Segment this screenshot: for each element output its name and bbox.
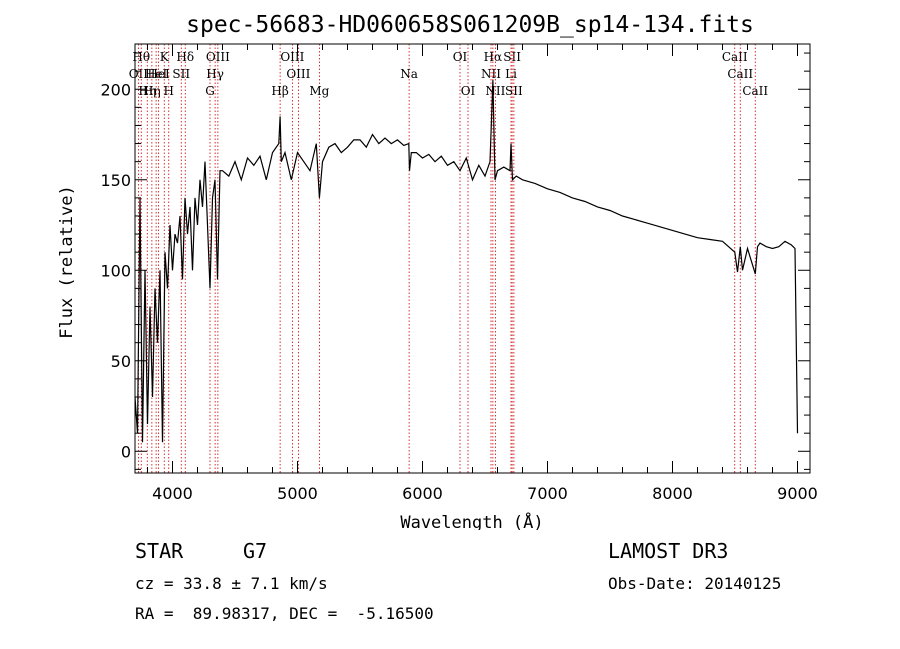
spectrum-chart: spec-56683-HD060658S061209B_sp14-134.fit…: [57, 12, 818, 530]
spectral-line-label-11: Hγ: [206, 67, 224, 81]
spectral-line-label-19: OI: [461, 84, 476, 98]
spectral-line-label-4: HeI: [145, 67, 168, 81]
obs-date: Obs-Date: 20140125: [608, 574, 782, 593]
spectral-line-label-5: HeI: [147, 67, 170, 81]
x-tick-label-0: 4000: [152, 484, 193, 503]
spectral-line-label-18: OI: [453, 50, 468, 64]
spectral-line-label-17: Na: [400, 67, 418, 81]
spectral-line-label-15: OIII: [286, 67, 310, 81]
spectral-line-label-14: OIII: [280, 50, 304, 64]
y-tick-label-2: 100: [100, 261, 131, 280]
x-tick-label-1: 5000: [277, 484, 318, 503]
x-tick-label-5: 9000: [777, 484, 818, 503]
spectral-line-label-25: SII: [505, 84, 523, 98]
chart-title: spec-56683-HD060658S061209B_sp14-134.fit…: [186, 12, 754, 38]
plot-frame: [134, 43, 811, 474]
x-tick-label-4: 8000: [652, 484, 693, 503]
y-axis-label: Flux (relative): [57, 185, 77, 339]
spectral-line-label-26: CaII: [722, 50, 748, 64]
spectral-line-label-23: Li: [505, 67, 517, 81]
spectral-line-label-6: K: [160, 50, 170, 64]
y-tick-label-4: 200: [100, 80, 131, 99]
spectral-line-label-24: SII: [503, 50, 521, 64]
spectral-line-label-10: G: [205, 84, 215, 98]
spectral-line-label-28: CaII: [742, 84, 768, 98]
spectral-line-label-16: Mg: [309, 84, 329, 98]
object-subclass: G7: [243, 539, 268, 563]
y-tick-label-1: 50: [111, 352, 131, 371]
y-tick-label-0: 0: [121, 442, 131, 461]
spectral-line-label-27: CaII: [727, 67, 753, 81]
spectral-line-label-0: OII: [129, 67, 149, 81]
y-tick-label-3: 150: [100, 171, 131, 190]
spectral-line-markers: OIIHθHηHηHeIHeIKHSIIHδGHγOIIIHβOIIIOIIIM…: [129, 44, 768, 473]
axis-ticks: 4000 5000 6000 7000 8000 9000 0 50 100 150 200: [100, 44, 818, 503]
spectral-line-label-21: Hα: [484, 50, 503, 64]
spectral-line-label-20: NII: [481, 67, 501, 81]
spectral-line-label-3: Hη: [143, 84, 161, 98]
object-class: STAR: [135, 539, 184, 563]
x-tick-label-3: 7000: [527, 484, 568, 503]
survey-name: LAMOST DR3: [608, 539, 729, 563]
x-axis-label: Wavelength (Å): [400, 511, 543, 530]
spectral-line-label-12: OIII: [206, 50, 230, 64]
spectrum-series-line: [134, 80, 799, 443]
redshift-text: cz = 33.8 ± 7.1 km/s: [135, 574, 328, 593]
x-tick-label-2: 6000: [402, 484, 443, 503]
coordinates: RA = 89.98317, DEC = -5.16500: [135, 604, 434, 623]
spectral-line-label-7: H: [164, 84, 174, 98]
spectral-line-label-13: Hβ: [271, 84, 288, 98]
spectral-line-label-22: NII: [485, 84, 505, 98]
spectral-line-label-8: SII: [172, 67, 190, 81]
spectral-line-label-9: Hδ: [176, 50, 194, 64]
